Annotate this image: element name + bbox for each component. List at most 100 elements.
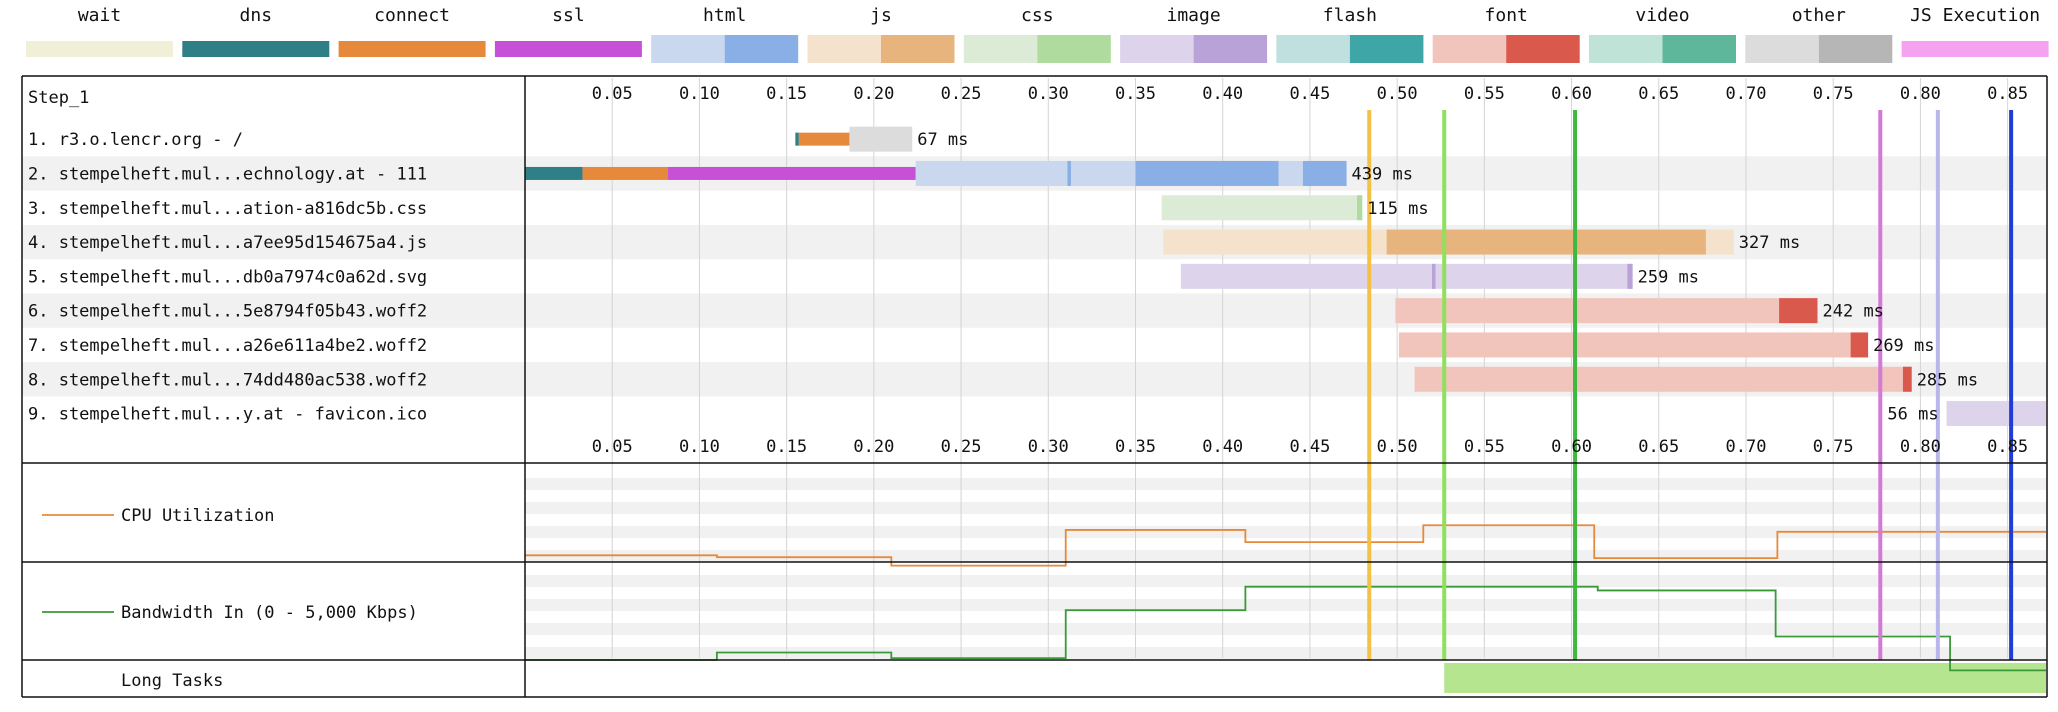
request-duration: 56 ms — [1887, 405, 1938, 425]
tick-label-bottom: 0.70 — [1726, 437, 1767, 457]
tick-label-bottom: 0.20 — [853, 437, 894, 457]
legend-label-font: font — [1485, 5, 1528, 26]
legend-swatch-light-js — [807, 35, 881, 63]
legend-label-image: image — [1167, 5, 1221, 26]
legend-label-connect: connect — [374, 5, 450, 26]
tick-label-top: 0.75 — [1813, 84, 1854, 104]
request-bars — [525, 126, 2046, 427]
legend-swatch-dns — [182, 41, 330, 57]
request-duration: 242 ms — [1823, 302, 1884, 322]
tick-label-bottom: 0.05 — [592, 437, 633, 457]
request-bar-segment — [1946, 401, 2046, 427]
tick-label-top: 0.45 — [1289, 84, 1330, 104]
legend-swatch-light-other — [1745, 35, 1819, 63]
legend-label-js: js — [870, 5, 892, 26]
legend-label-flash: flash — [1323, 5, 1377, 26]
bandwidth-label: Bandwidth In (0 - 5,000 Kbps) — [121, 603, 418, 623]
step-label: Step_1 — [28, 88, 89, 108]
legend-label-html: html — [703, 5, 746, 26]
tick-label-top: 0.10 — [679, 84, 720, 104]
tick-label-bottom: 0.50 — [1377, 437, 1418, 457]
legend-swatch-dark-other — [1818, 35, 1893, 63]
tick-label-bottom: 0.10 — [679, 437, 720, 457]
tick-label-top: 0.40 — [1202, 84, 1243, 104]
tick-label-bottom: 0.65 — [1638, 437, 1679, 457]
tick-label-top: 0.35 — [1115, 84, 1156, 104]
request-label: 7. stempelheft.mul...a26e611a4be2.woff2 — [28, 336, 427, 356]
request-bar-segment — [1180, 263, 1633, 289]
request-label: 2. stempelheft.mul...echnology.at - 111 — [28, 164, 427, 184]
event-markers — [1367, 110, 2014, 660]
legend-swatch-light-font — [1432, 35, 1507, 63]
legend-swatch-light-video — [1589, 35, 1663, 63]
request-bar-segment — [1135, 160, 1279, 186]
tick-label-top: 0.05 — [592, 84, 633, 104]
request-bar-segment — [1414, 366, 1912, 392]
legend-swatch-light-css — [963, 35, 1038, 63]
legend-swatch-dark-font — [1506, 35, 1580, 63]
request-bar-segment — [849, 126, 913, 152]
tick-label-bottom: 0.45 — [1289, 437, 1330, 457]
panel-stripe — [525, 623, 2046, 635]
legend-swatch-dark-flash — [1349, 35, 1424, 63]
tick-label-bottom: 0.55 — [1464, 437, 1505, 457]
request-label: 8. stempelheft.mul...74dd480ac538.woff2 — [28, 370, 427, 390]
legend-swatch-dark-video — [1662, 35, 1736, 63]
tick-label-top: 0.50 — [1377, 84, 1418, 104]
tick-label-bottom: 0.40 — [1202, 437, 1243, 457]
request-duration: 115 ms — [1367, 199, 1428, 219]
request-bar-segment — [1357, 195, 1363, 221]
legend-swatch-dark-html — [724, 35, 799, 63]
request-bar-segment — [1779, 298, 1818, 324]
request-bar-segment — [1627, 263, 1633, 289]
legend-label-ssl: ssl — [552, 5, 585, 26]
request-duration: 439 ms — [1352, 164, 1413, 184]
legend-label-js-execution: JS Execution — [1910, 5, 2040, 26]
request-label: 5. stempelheft.mul...db0a7974c0a62d.svg — [28, 267, 427, 287]
tick-label-top: 0.15 — [766, 84, 807, 104]
tick-label-bottom: 0.75 — [1813, 437, 1854, 457]
event-marker-line — [2009, 110, 2014, 660]
request-label: 4. stempelheft.mul...a7ee95d154675a4.js — [28, 233, 427, 253]
request-bar-segment — [1067, 160, 1071, 186]
event-marker-line — [1573, 110, 1578, 660]
legend-swatch-dark-css — [1037, 35, 1111, 63]
request-bar-segment — [1398, 332, 1869, 358]
request-duration: 67 ms — [917, 130, 968, 150]
tick-label-top: 0.70 — [1726, 84, 1767, 104]
tick-label-bottom: 0.30 — [1028, 437, 1069, 457]
request-bar-segment — [668, 166, 916, 180]
legend-swatch-dark-image — [1193, 35, 1268, 63]
request-label: 6. stempelheft.mul...5e8794f05b43.woff2 — [28, 302, 427, 322]
legend-swatch-light-image — [1120, 35, 1194, 63]
request-duration: 285 ms — [1917, 370, 1978, 390]
event-marker-line — [1367, 110, 1372, 660]
tick-label-top: 0.55 — [1464, 84, 1505, 104]
legend-label-video: video — [1635, 5, 1689, 26]
request-bar-segment — [795, 132, 799, 146]
legend-swatch-dark-js — [881, 35, 955, 63]
bandwidth-line — [525, 585, 2046, 672]
panel-stripe — [525, 478, 2046, 490]
panel-stripe — [525, 550, 2046, 562]
long-tasks-label: Long Tasks — [121, 671, 223, 691]
legend-swatch-wait — [26, 41, 173, 57]
request-duration: 259 ms — [1638, 267, 1699, 287]
panel-stripe — [525, 575, 2046, 587]
chart-frame — [21, 75, 2048, 698]
request-bar-segment — [582, 166, 669, 180]
panel-stripe — [525, 526, 2046, 538]
legend-swatch-connect — [338, 41, 486, 57]
tick-label-bottom: 0.80 — [1900, 437, 1941, 457]
tick-label-bottom: 0.85 — [1987, 437, 2028, 457]
tick-label-top: 0.80 — [1900, 84, 1941, 104]
legend-swatch-ssl — [494, 41, 642, 57]
request-bar-segment — [1302, 160, 1347, 186]
legend-label-css: css — [1021, 5, 1054, 26]
request-duration: 327 ms — [1739, 233, 1800, 253]
cpu-label: CPU Utilization — [121, 506, 275, 526]
request-bar-segment — [1161, 195, 1363, 221]
request-bar-segment — [915, 160, 1347, 186]
request-bar-segment — [798, 132, 850, 146]
